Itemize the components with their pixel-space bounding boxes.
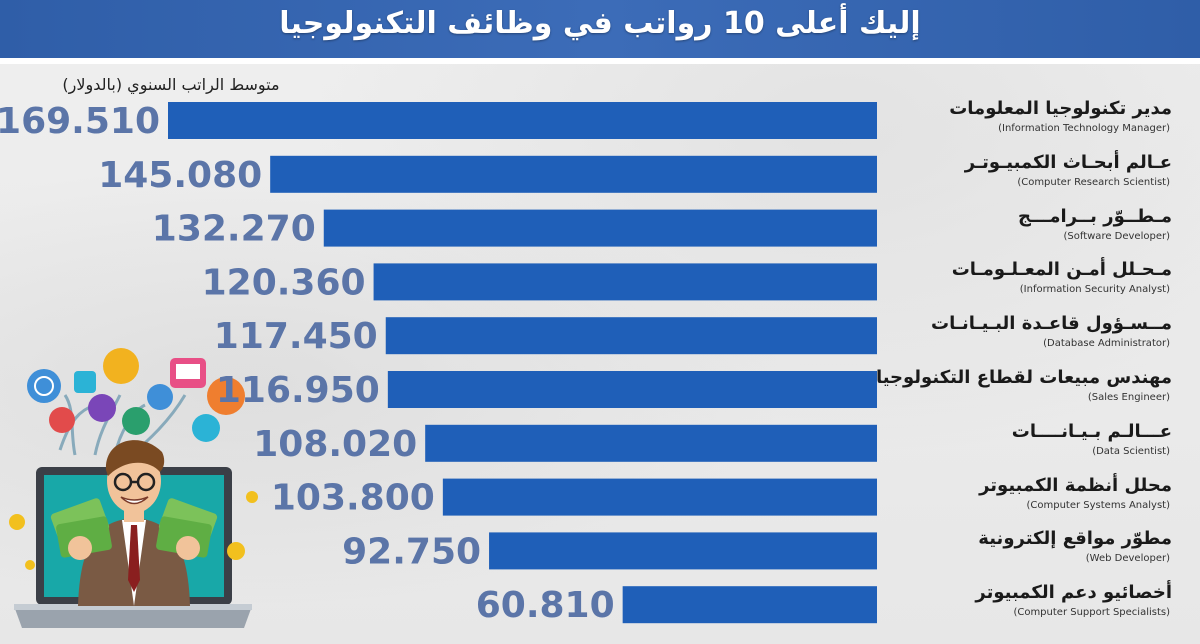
bar — [489, 532, 877, 570]
bar — [442, 478, 877, 516]
category-label-english: (Computer Support Specialists) — [1013, 607, 1170, 619]
category-label-english: (Information Technology Manager) — [998, 123, 1170, 134]
category-label: مـطــوّر بــرامـــج — [1017, 205, 1172, 227]
category-label-english: (Software Developer) — [1063, 230, 1171, 242]
bar-value-label: 117.450 — [214, 316, 378, 357]
category-label: مهندس مبيعات لقطاع التكنولوجيا — [875, 367, 1172, 388]
category-label-english: (Data Scientist) — [1092, 445, 1170, 457]
bar — [323, 209, 877, 247]
bar — [385, 317, 877, 355]
bars-layer: 169.510 145.080 132.270 120.360 117.450 116.9… — [0, 101, 877, 626]
bar — [373, 263, 877, 301]
money-left — [50, 498, 112, 560]
category-label: عـالم أبحـاث الكمبيـوتـر — [964, 151, 1172, 173]
bar-value-label: 145.080 — [98, 155, 262, 196]
bar-value-label: 120.360 — [202, 262, 366, 303]
bar-value-label: 108.020 — [253, 424, 417, 465]
bar-value-label: 132.270 — [152, 209, 316, 250]
businessman — [50, 440, 218, 606]
coins — [9, 491, 258, 570]
bar-value-label: 103.800 — [271, 478, 435, 519]
bar — [168, 102, 877, 139]
page-title: إليك أعلى 10 رواتب في وظائف التكنولوجيا — [279, 6, 921, 41]
category-label: محلل أنظمة الكمبيوتر — [979, 474, 1172, 496]
header-divider — [0, 58, 1200, 64]
bar-value-label: 60.810 — [476, 585, 615, 626]
category-label: مـحـلل أمـن المعـلـومـات — [951, 259, 1172, 281]
bar — [622, 586, 877, 624]
category-label-english: (Sales Engineer) — [1087, 392, 1170, 403]
bar-value-label: 116.950 — [216, 370, 380, 411]
money-right — [156, 498, 218, 560]
category-label: أخصائيو دعم الكمبيوتر — [975, 582, 1172, 604]
bar — [270, 155, 877, 193]
category-label: عـــالـم بـيـانــــات — [1011, 420, 1172, 442]
category-label-english: (Information Security Analyst) — [1019, 284, 1170, 296]
category-label: مــسـؤول قاعـدة البـيـانـات — [930, 313, 1172, 335]
bar-value-label: 92.750 — [342, 531, 481, 572]
category-label: مطوّر مواقع إلكترونية — [978, 528, 1172, 550]
category-label-english: (Web Developer) — [1085, 553, 1170, 565]
idea-icons-cluster — [27, 348, 245, 462]
category-label-english: (Computer Systems Analyst) — [1026, 499, 1170, 511]
bar — [425, 424, 877, 462]
bar — [387, 371, 877, 408]
illustration — [9, 348, 258, 628]
axis-title: متوسط الراتب السنوي (بالدولار) — [62, 75, 280, 94]
category-label-english: (Computer Research Scientist) — [1017, 176, 1170, 188]
bar-value-label: 169.510 — [0, 101, 160, 142]
category-label: مدير تكنولوجيا المعلومات — [949, 98, 1172, 119]
category-label-english: (Database Administrator) — [1043, 338, 1170, 350]
header-banner: إليك أعلى 10 رواتب في وظائف التكنولوجيا — [0, 0, 1200, 58]
